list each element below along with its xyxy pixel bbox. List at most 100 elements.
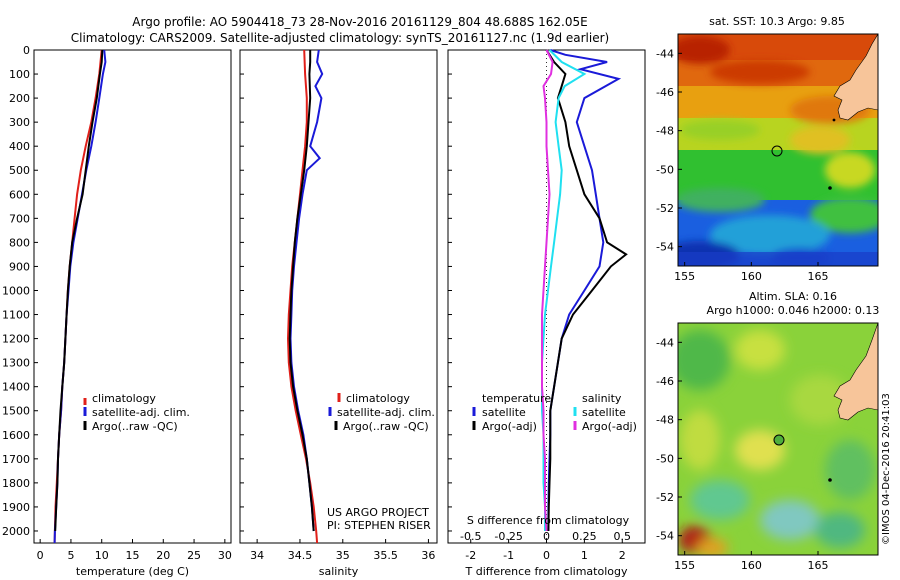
credit-project: US ARGO PROJECT <box>327 506 429 519</box>
sst-map <box>678 34 878 266</box>
map-x-tick-label: 165 <box>808 270 829 283</box>
x-tick-label: -1 <box>503 549 514 562</box>
map-y-tick-label: -52 <box>656 491 674 504</box>
legend-salinity-heading: salinity <box>582 392 622 405</box>
map-y-tick-label: -44 <box>656 47 674 60</box>
legend-satellite: satellite-adj. clim. <box>337 406 435 419</box>
legend-temperature-heading: temperature <box>482 392 551 405</box>
x-tick-label: 1 <box>581 549 588 562</box>
sst-argo-marker <box>771 145 783 157</box>
header-line-2: Climatology: CARS2009. Satellite-adjuste… <box>71 31 609 45</box>
x-tick-label: 15 <box>126 549 140 562</box>
difference-top-xlabel: S difference from climatology <box>467 514 630 527</box>
x-tick-label: 25 <box>187 549 201 562</box>
sst-map-frame <box>677 33 879 267</box>
sla-map-subtitle: Argo h1000: 0.046 h2000: 0.13 <box>707 304 880 317</box>
y-tick-label: 1300 <box>2 357 30 370</box>
sla-map-frame <box>677 322 879 556</box>
y-tick-label: 300 <box>9 116 30 129</box>
plot-frame <box>239 49 438 544</box>
y-tick-label: 900 <box>9 260 30 273</box>
top-x-tick-label: -0.25 <box>494 530 522 543</box>
top-x-tick-label: 0.25 <box>572 530 597 543</box>
y-tick-label: 200 <box>9 92 30 105</box>
salinity-legend: climatology satellite-adj. clim. Argo(..… <box>328 392 435 433</box>
temperature-panel: 0100200300400500600700800900100011001200… <box>2 44 232 578</box>
series-line-3 <box>288 50 315 532</box>
map-x-tick-label: 155 <box>674 559 695 572</box>
x-tick-label: 10 <box>95 549 109 562</box>
x-axis-label: T difference from climatology <box>465 565 628 578</box>
sla-map-axes: 155 160 165 -44 -46 -48 -50 -52 -54 <box>656 336 828 572</box>
salinity-panel: 34 34.5 35 35.5 36 salinity <box>239 49 438 578</box>
x-axis-label: salinity <box>319 565 359 578</box>
legend-satellite: satellite-adj. clim. <box>92 406 190 419</box>
x-tick-label: 5 <box>67 549 74 562</box>
x-tick-label: 36 <box>421 549 435 562</box>
map-y-tick-label: -46 <box>656 86 674 99</box>
y-tick-label: 0 <box>23 44 30 57</box>
map-y-tick-label: -48 <box>656 414 674 427</box>
y-tick-label: 1100 <box>2 309 30 322</box>
x-tick-label: 30 <box>218 549 232 562</box>
series-line-2 <box>53 49 107 544</box>
top-x-tick-label: 0 <box>543 530 550 543</box>
map-y-tick-label: -54 <box>656 241 674 254</box>
sla-argo-marker <box>773 434 785 446</box>
y-tick-label: 1400 <box>2 381 30 394</box>
legend-climatology: climatology <box>92 392 156 405</box>
x-tick-label: 34.5 <box>288 549 313 562</box>
sla-map-title: Altim. SLA: 0.16 <box>749 290 837 303</box>
legend-temp-satellite: satellite <box>482 406 526 419</box>
plot-frame <box>33 49 232 544</box>
map-y-tick-label: -44 <box>656 336 674 349</box>
legend-argo: Argo(..raw -QC) <box>92 420 178 433</box>
y-tick-label: 1900 <box>2 501 30 514</box>
y-tick-label: 1700 <box>2 453 30 466</box>
top-x-tick-label: -0.5 <box>460 530 481 543</box>
y-tick-label: 1500 <box>2 405 30 418</box>
map-y-tick-label: -50 <box>656 163 674 176</box>
land-mass <box>833 323 878 421</box>
series-line-3 <box>54 49 104 532</box>
map-y-tick-label: -48 <box>656 125 674 138</box>
x-tick-label: 35 <box>336 549 350 562</box>
legend-argo: Argo(..raw -QC) <box>343 420 429 433</box>
map-x-tick-label: 155 <box>674 270 695 283</box>
top-x-tick-label: 0.5 <box>614 530 632 543</box>
legend-sal-satellite: satellite <box>582 406 626 419</box>
y-tick-label: 800 <box>9 236 30 249</box>
y-tick-label: 1200 <box>2 333 30 346</box>
y-tick-label: 700 <box>9 212 30 225</box>
imos-credit: ©IMOS 04-Dec-2016 20:41:03 <box>881 393 892 545</box>
series-line-1 <box>547 49 622 531</box>
x-tick-label: 20 <box>156 549 170 562</box>
sst-map-axes: 155 160 165 -44 -46 -48 -50 -52 -54 <box>656 47 828 283</box>
map-y-tick-label: -46 <box>656 375 674 388</box>
x-axis-label: temperature (deg C) <box>76 565 189 578</box>
land-mass <box>833 34 878 121</box>
map-x-tick-label: 160 <box>741 559 762 572</box>
x-tick-label: 35.5 <box>373 549 398 562</box>
y-tick-label: 400 <box>9 140 30 153</box>
y-tick-label: 500 <box>9 164 30 177</box>
legend-sal-argo: Argo(-adj) <box>582 420 637 433</box>
y-tick-label: 2000 <box>2 525 30 538</box>
x-tick-label: 34 <box>250 549 264 562</box>
x-tick-label: 0 <box>543 549 550 562</box>
temperature-legend: climatology satellite-adj. clim. Argo(..… <box>83 392 190 433</box>
credit-pi: PI: STEPHEN RISER <box>327 519 431 532</box>
y-tick-label: 1800 <box>2 477 30 490</box>
legend-climatology: climatology <box>346 392 410 405</box>
x-tick-label: 2 <box>619 549 626 562</box>
y-tick-label: 600 <box>9 188 30 201</box>
map-y-tick-label: -52 <box>656 202 674 215</box>
y-tick-label: 1000 <box>2 284 30 297</box>
x-tick-label: -2 <box>465 549 476 562</box>
series-line-2 <box>545 49 628 532</box>
header-line-1: Argo profile: AO 5904418_73 28-Nov-2016 … <box>132 15 587 29</box>
legend-temp-argo: Argo(-adj) <box>482 420 537 433</box>
map-y-tick-label: -54 <box>656 530 674 543</box>
difference-legend: temperature satellite Argo(-adj) salinit… <box>472 392 637 433</box>
